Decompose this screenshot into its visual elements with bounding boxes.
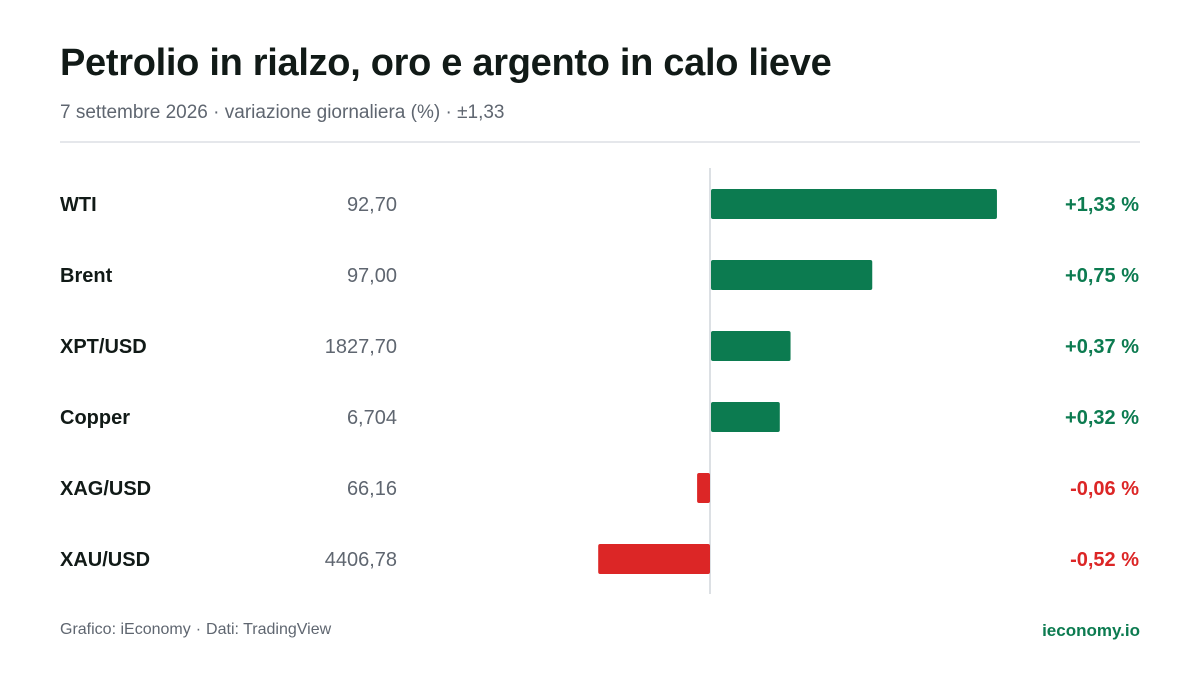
price-label: 6,704	[347, 407, 397, 429]
category-label: WTI	[60, 194, 97, 216]
category-label: Brent	[60, 265, 113, 287]
footer-dati: Dati: TradingView	[206, 621, 332, 638]
header-divider	[60, 141, 1140, 143]
bar	[711, 260, 873, 290]
category-label: XAG/USD	[60, 478, 151, 500]
bar	[711, 402, 780, 432]
footer-grafico: Grafico: iEconomy	[60, 621, 191, 638]
category-label: Copper	[60, 407, 130, 429]
price-label: 66,16	[347, 478, 397, 500]
bar	[598, 544, 710, 574]
footer-separator: ·	[195, 621, 202, 638]
value-label: +0,75 %	[1065, 265, 1139, 287]
chart-title: Petrolio in rialzo, oro e argento in cal…	[60, 42, 832, 84]
bar	[697, 473, 710, 503]
price-label: 97,00	[347, 265, 397, 287]
chart-subtitle: 7 settembre 2026 · variazione giornalier…	[60, 102, 505, 123]
category-label: XPT/USD	[60, 336, 147, 358]
price-label: 1827,70	[325, 336, 397, 358]
bar	[711, 189, 997, 219]
price-label: 92,70	[347, 194, 397, 216]
bar	[711, 331, 791, 361]
value-label: +0,32 %	[1065, 407, 1139, 429]
value-label: -0,52 %	[1070, 549, 1139, 571]
value-label: +0,37 %	[1065, 336, 1139, 358]
footer-site-link[interactable]: ieconomy.io	[1042, 621, 1140, 640]
value-label: -0,06 %	[1070, 478, 1139, 500]
value-label: +1,33 %	[1065, 194, 1139, 216]
price-label: 4406,78	[325, 549, 397, 571]
category-label: XAU/USD	[60, 549, 150, 571]
footer-credits: Grafico: iEconomy · Dati: TradingView	[60, 621, 331, 639]
